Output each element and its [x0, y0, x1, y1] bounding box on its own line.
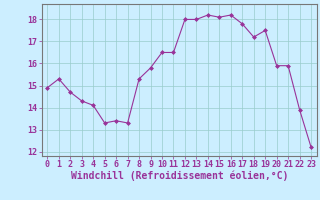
X-axis label: Windchill (Refroidissement éolien,°C): Windchill (Refroidissement éolien,°C)	[70, 171, 288, 181]
